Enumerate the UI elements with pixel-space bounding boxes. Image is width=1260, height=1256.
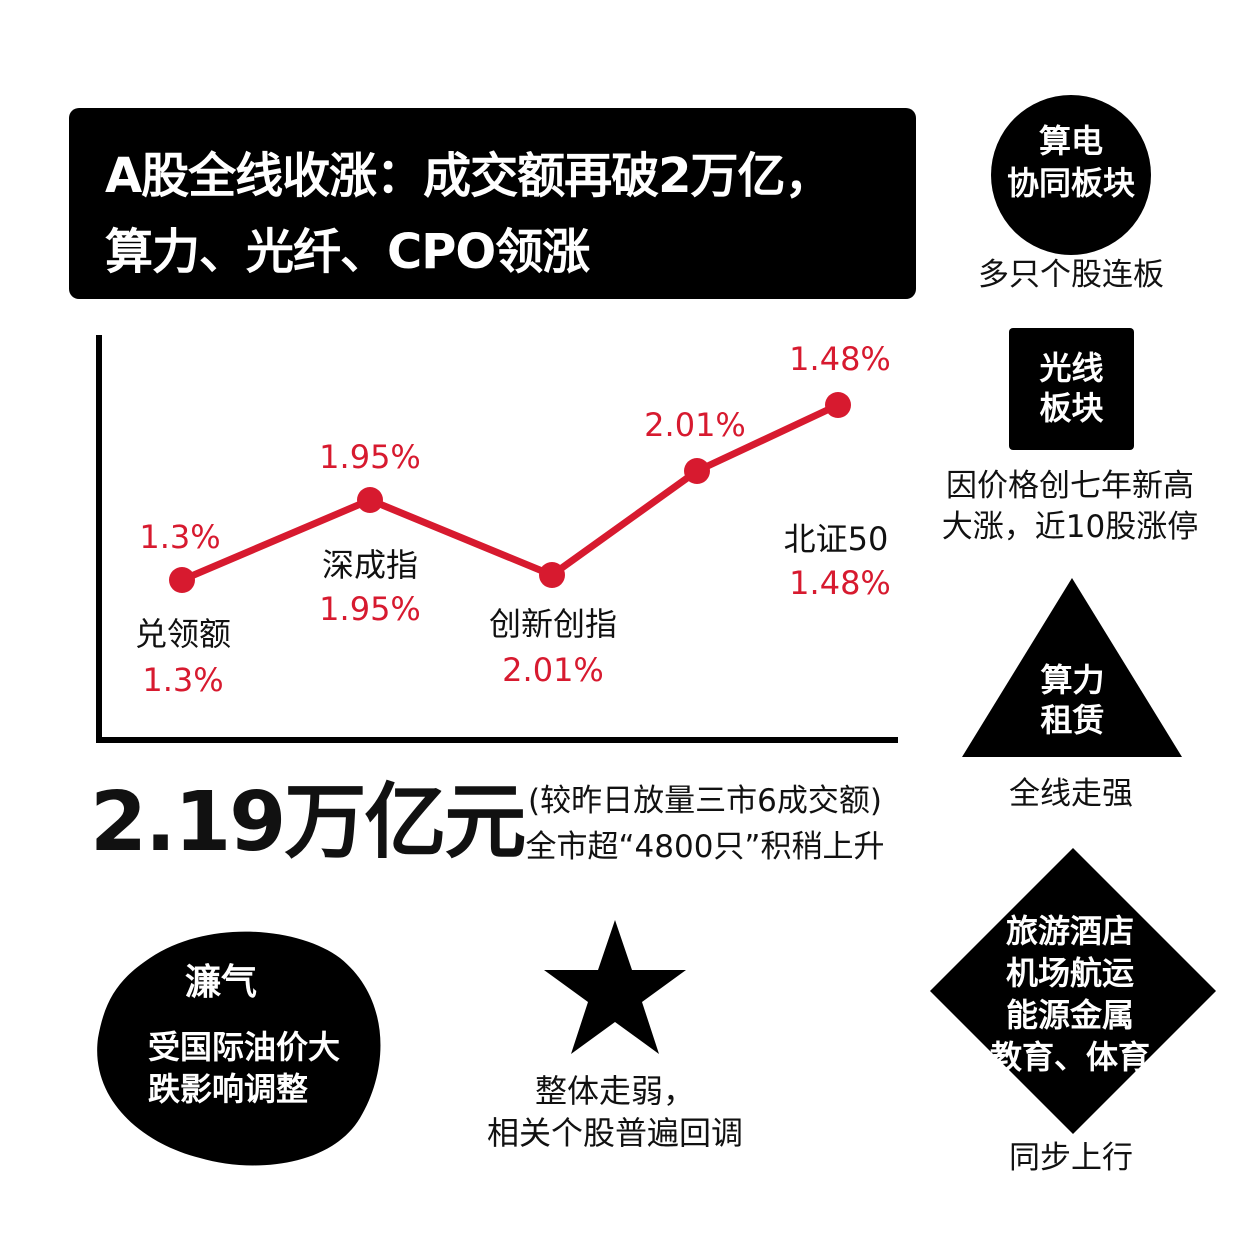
sector-diamond-line-2: 机场航运 (1005, 954, 1134, 992)
sector-circle-title-2: 协同板块 (1006, 164, 1135, 202)
sector-diamond-shape (930, 848, 1216, 1134)
data-label-top: 1.48% (789, 340, 891, 378)
data-point (357, 487, 383, 513)
sector-triangle-shape (962, 578, 1182, 757)
sector-circle-title-1: 算电 (1038, 122, 1103, 160)
category-label: 深成指 (322, 546, 418, 584)
category-label: 创新创指 (489, 605, 617, 643)
star-caption-2: 相关个股普遍回调 (486, 1114, 743, 1152)
category-label: 兑领额 (135, 615, 231, 653)
sector-triangle-title-1: 算力 (1040, 661, 1105, 699)
star-caption-1: 整体走弱， (534, 1072, 695, 1110)
sector-diamond-line-1: 旅游酒店 (1005, 912, 1134, 950)
data-point (684, 458, 710, 484)
turnover-note: (较昨日放量三市6成交额) 全市超“4800只”积稍上升 (515, 778, 895, 870)
data-label-top: 1.95% (319, 438, 421, 476)
star-icon (544, 920, 686, 1054)
sector-diamond-line-3: 能源金属 (1005, 996, 1134, 1034)
sector-square-caption-2: 大涨，近10股涨停 (941, 509, 1199, 545)
title-banner: A股全线收涨：成交额再破2万亿， 算力、光纤、CPO领涨 (69, 108, 916, 299)
data-label-bottom: 1.95% (319, 590, 421, 628)
turnover-note-line-2: 全市超“4800只”积稍上升 (525, 829, 885, 865)
sector-diamond-line-4: 教育、体育 (989, 1038, 1150, 1076)
sector-square-title-2: 板块 (1039, 389, 1104, 427)
data-point (169, 567, 195, 593)
sector-diamond-caption: 同步上行 (1009, 1140, 1133, 1176)
series-layer (169, 392, 851, 593)
data-label-bottom: 1.48% (789, 564, 891, 602)
sector-blob-line-1: 受国际油价大 (148, 1028, 341, 1066)
data-label-bottom: 1.3% (142, 661, 223, 699)
sector-blob-shape (97, 931, 381, 1166)
data-label-top: 1.3% (139, 518, 220, 556)
sector-square-title-1: 光线 (1039, 349, 1104, 387)
data-label-bottom: 2.01% (502, 651, 604, 689)
title-line-1: A股全线收涨：成交额再破2万亿， (105, 148, 833, 204)
data-point (539, 562, 565, 588)
turnover-note-line-1: (较昨日放量三市6成交额) (528, 783, 882, 819)
total-turnover: 2.19万亿元 (90, 775, 526, 870)
title-line-2: 算力、光纤、CPO领涨 (105, 224, 590, 280)
sector-blob-line-2: 跌影响调整 (148, 1070, 309, 1108)
data-label-top: 2.01% (644, 406, 746, 444)
sector-circle-caption: 多只个股连板 (978, 257, 1164, 293)
sector-square: 光线 板块 (1009, 328, 1134, 450)
sector-circle: 算电 协同板块 (991, 95, 1151, 255)
sector-triangle-title-2: 租赁 (1040, 701, 1105, 739)
sector-square-caption-1: 因价格创七年新高 (946, 468, 1194, 504)
data-point (825, 392, 851, 418)
category-label: 北证50 (784, 520, 889, 558)
sector-blob-title: 濂气 (185, 962, 258, 1003)
sector-triangle-caption: 全线走强 (1009, 776, 1133, 812)
